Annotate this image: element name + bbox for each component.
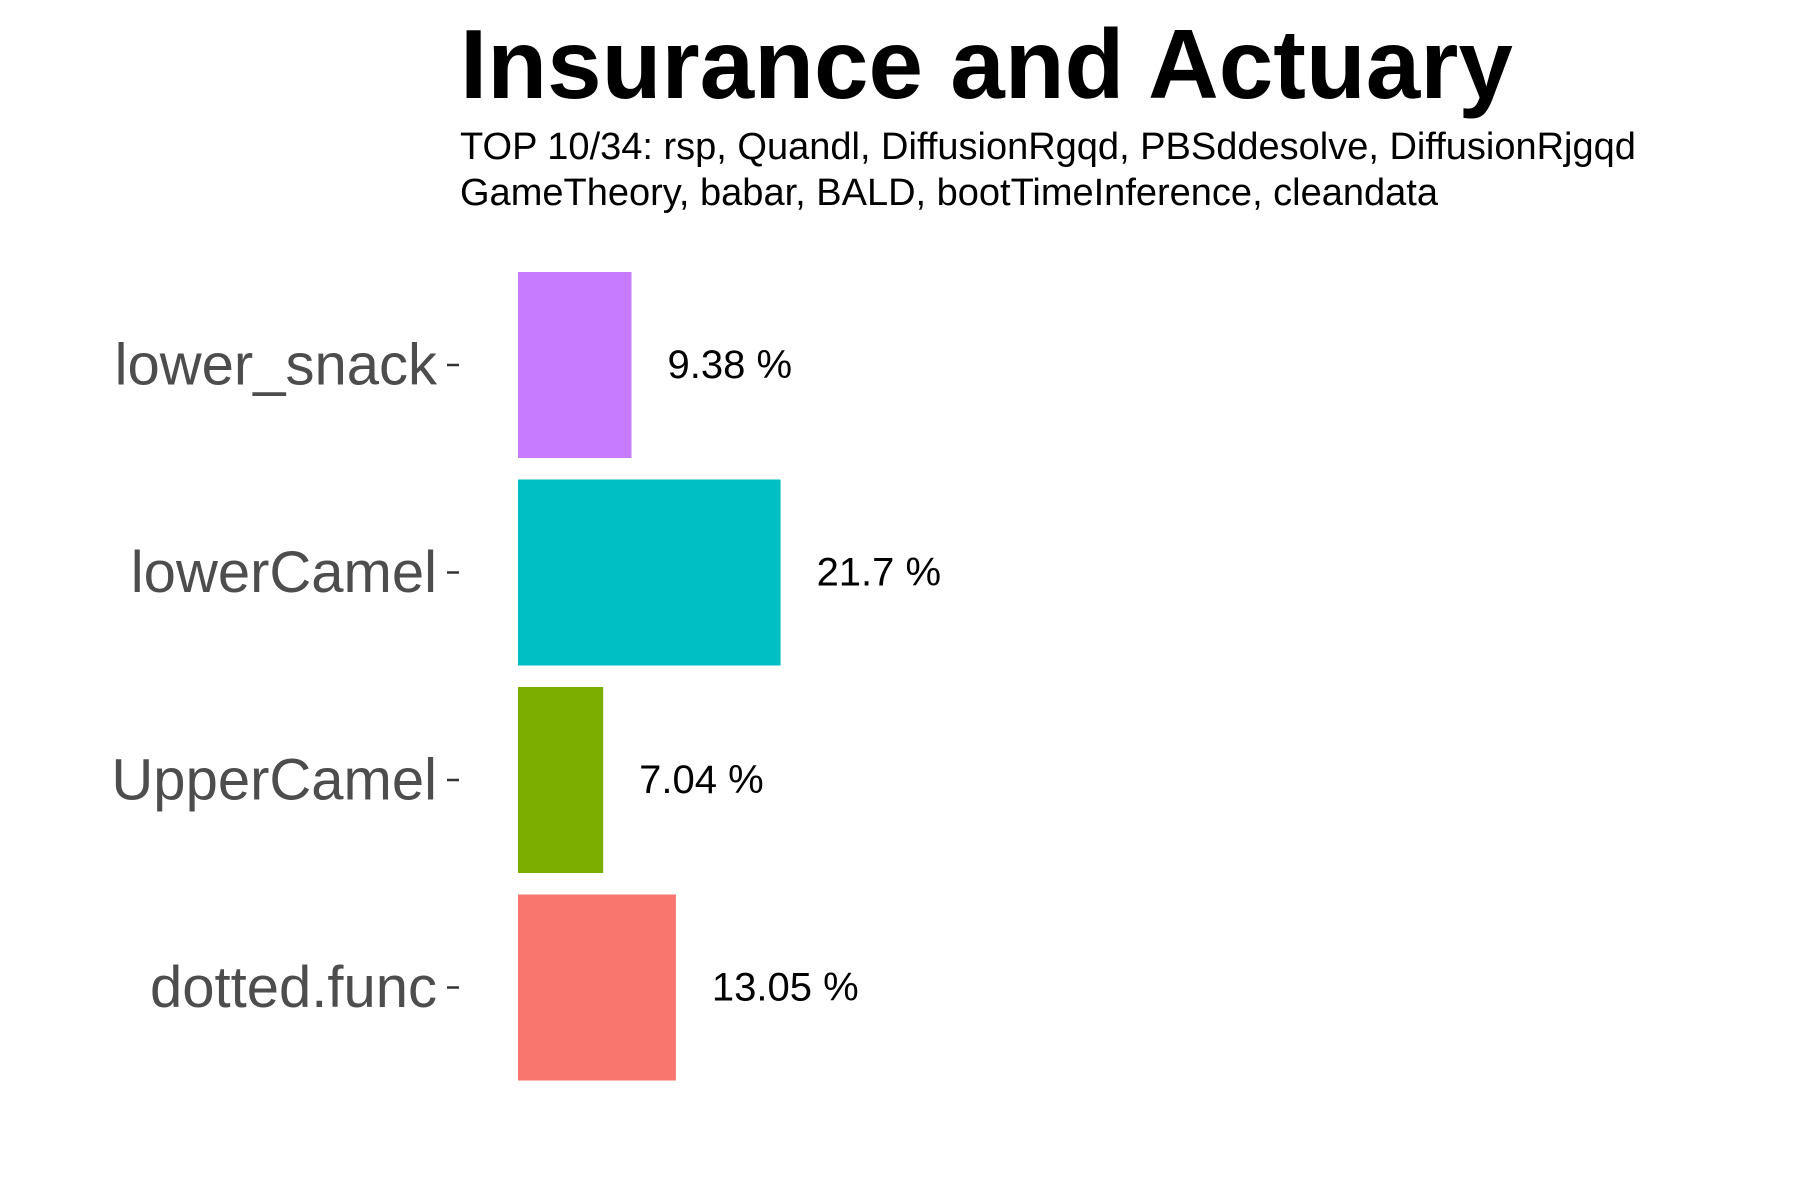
bar-1 — [518, 479, 781, 666]
data-label-1: 21.7 % — [817, 551, 942, 595]
bar-2 — [518, 687, 604, 873]
y-tick-label-2: UpperCamel — [111, 748, 437, 813]
data-label-2: 7.04 % — [639, 758, 764, 802]
data-label-3: 13.05 % — [712, 966, 859, 1010]
subtitle-line-1: TOP 10/34: rsp, Quandl, DiffusionRgqd, P… — [460, 126, 1636, 168]
y-tick-label-0: lower_snack — [115, 333, 438, 398]
chart-subtitle: TOP 10/34: rsp, Quandl, DiffusionRgqd, P… — [460, 124, 1636, 216]
subtitle-line-2: GameTheory, babar, BALD, bootTimeInferen… — [460, 172, 1438, 214]
bar-3 — [518, 894, 676, 1081]
bar-0 — [518, 272, 632, 458]
y-tick-label-3: dotted.func — [150, 955, 437, 1020]
data-label-0: 9.38 % — [667, 343, 792, 387]
y-tick-label-1: lowerCamel — [131, 540, 437, 605]
chart-title: Insurance and Actuary — [460, 9, 1513, 119]
